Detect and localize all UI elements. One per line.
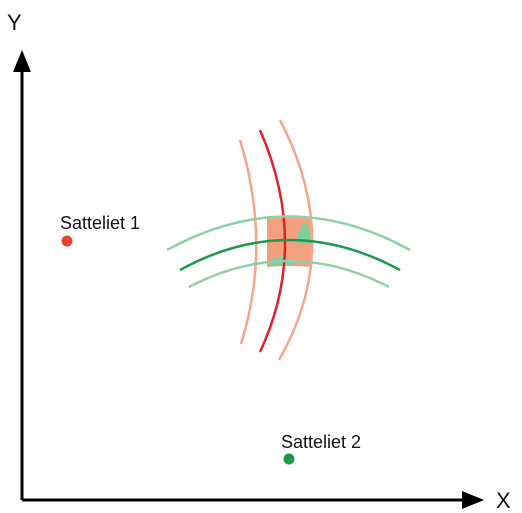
intersection-overlap-top <box>296 222 311 244</box>
y-axis-label: Y <box>7 10 22 35</box>
sat2-range-outer-top <box>166 215 411 252</box>
sat2-range-outer-bottom <box>188 259 390 289</box>
satellite-1-dot <box>61 235 73 247</box>
sat1-range-center <box>258 129 287 353</box>
sat2-range-center <box>179 238 401 272</box>
x-axis-label: X <box>496 488 511 513</box>
y-axis-arrow-icon <box>13 50 31 72</box>
satellite-2-label: Satteliet 2 <box>281 432 361 452</box>
satellite-2-dot <box>283 453 295 465</box>
satellite-1-label: Satteliet 1 <box>60 213 140 233</box>
x-axis-arrow-icon <box>462 491 484 509</box>
